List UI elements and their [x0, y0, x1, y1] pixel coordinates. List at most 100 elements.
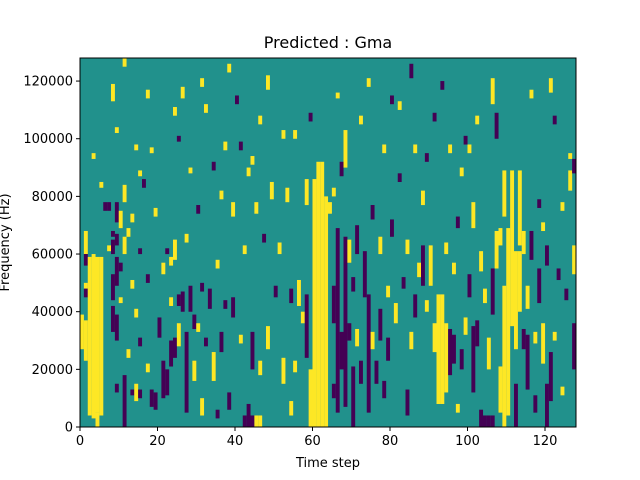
- heatmap-cell: [421, 190, 425, 206]
- heatmap-cell: [285, 187, 290, 203]
- heatmap-cell: [149, 147, 154, 154]
- heatmap-cell: [118, 210, 123, 229]
- heatmap-cell: [138, 248, 143, 255]
- heatmap-cell: [188, 167, 193, 174]
- heatmap-cell: [331, 383, 336, 399]
- heatmap-cell: [424, 300, 429, 312]
- heatmap-cell: [242, 415, 247, 428]
- heatmap-cell: [409, 63, 414, 79]
- heatmap-cell: [254, 202, 259, 214]
- heatmap-cell: [556, 268, 561, 281]
- heatmap-cell: [331, 285, 336, 324]
- x-tick-label: 0: [76, 434, 84, 449]
- heatmap-cell: [165, 248, 170, 255]
- heatmap-cell: [95, 256, 100, 413]
- heatmap-cell: [366, 78, 371, 87]
- heatmap-cell: [107, 245, 112, 252]
- heatmap-cell: [448, 328, 453, 376]
- heatmap-cell: [200, 282, 205, 292]
- heatmap-cell: [118, 297, 123, 304]
- heatmap-cell: [145, 363, 150, 373]
- heatmap-cell: [114, 127, 119, 134]
- heatmap-cell: [122, 236, 127, 255]
- heatmap-cell: [289, 288, 294, 304]
- heatmap-cell: [231, 202, 236, 217]
- heatmap-cell: [514, 383, 518, 428]
- heatmap-cell: [242, 245, 247, 255]
- heatmap-cell: [537, 268, 542, 304]
- heatmap-cell: [87, 256, 92, 416]
- heatmap-cell: [83, 320, 88, 361]
- heatmap-cell: [560, 202, 565, 211]
- heatmap-cell: [359, 360, 363, 384]
- x-axis-title: Time step: [295, 456, 360, 471]
- heatmap-cell: [459, 349, 464, 370]
- heatmap-cell: [293, 130, 298, 139]
- heatmap-cell: [432, 323, 437, 353]
- heatmap-cell: [176, 294, 181, 306]
- heatmap-cell: [324, 196, 329, 428]
- heatmap-cell: [192, 360, 197, 381]
- heatmap-cell: [382, 144, 387, 154]
- heatmap-cell: [467, 144, 472, 154]
- heatmap-cell: [258, 115, 263, 125]
- heatmap-cell: [227, 63, 232, 73]
- heatmap-cell: [517, 251, 522, 312]
- heatmap-cell: [122, 58, 127, 67]
- heatmap-cell: [99, 256, 104, 416]
- heatmap-cell: [180, 86, 185, 99]
- heatmap-cell: [529, 89, 534, 99]
- heatmap-cell: [238, 141, 243, 151]
- heatmap-cell: [176, 323, 181, 347]
- heatmap-cell: [219, 190, 224, 200]
- heatmap-cell: [134, 383, 139, 402]
- x-tick-label: 60: [304, 434, 321, 449]
- heatmap-cell: [153, 207, 158, 217]
- heatmap-cell: [95, 412, 100, 428]
- heatmap-cell: [114, 202, 119, 223]
- heatmap-cell: [169, 340, 174, 367]
- heatmap-cell: [444, 323, 449, 393]
- heatmap-cell: [428, 245, 433, 286]
- heatmap-cell: [114, 256, 119, 286]
- heatmap-cell: [459, 167, 464, 177]
- heatmap-cell: [335, 92, 340, 99]
- heatmap-cell: [378, 236, 383, 255]
- heatmap-cell: [111, 230, 115, 237]
- heatmap-cell: [351, 277, 356, 292]
- heatmap-cell: [355, 328, 360, 347]
- heatmap-cell: [223, 300, 228, 309]
- heatmap-cell: [254, 415, 259, 428]
- heatmap-cell: [277, 242, 282, 255]
- y-axis: 0 20000 40000 60000 80000 100000 120000: [23, 75, 80, 436]
- heatmap-cell: [483, 288, 487, 304]
- heatmap-cell: [494, 230, 499, 269]
- heatmap-cell: [231, 297, 236, 318]
- heatmap-cell: [308, 112, 313, 122]
- heatmap-cell: [126, 349, 131, 358]
- plot-area: [79, 57, 577, 428]
- plot-frame: [79, 57, 577, 428]
- heatmap-cell: [475, 115, 480, 125]
- heatmap-cell: [502, 285, 507, 428]
- heatmap-cell: [300, 311, 305, 324]
- y-tick-label: 0: [65, 421, 73, 436]
- heatmap-cell: [502, 170, 507, 217]
- heatmap-cell: [211, 161, 216, 171]
- heatmap-cell: [215, 259, 220, 269]
- heatmap-cell: [134, 144, 139, 151]
- heatmap-cell: [572, 323, 577, 370]
- heatmap-cell: [490, 268, 495, 315]
- heatmap-cell: [188, 285, 193, 312]
- heatmap-cell: [126, 228, 131, 237]
- y-tick-label: 60000: [32, 248, 73, 263]
- heatmap-cell: [91, 153, 96, 159]
- heatmap-cell: [111, 305, 115, 332]
- heatmap-cell: [552, 331, 557, 341]
- heatmap-cell: [548, 352, 553, 402]
- heatmap-cell: [486, 415, 491, 428]
- heatmap-cell: [545, 383, 549, 428]
- heatmap-cell: [83, 254, 88, 266]
- heatmap-cell: [335, 228, 340, 413]
